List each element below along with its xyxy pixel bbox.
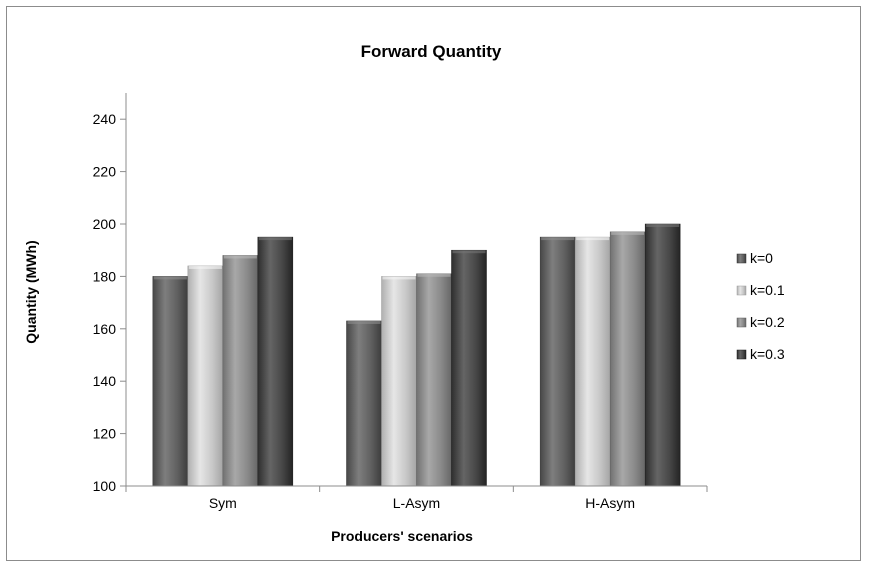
- bar-top-highlight: [646, 224, 680, 227]
- legend-swatch: [736, 317, 747, 328]
- y-tick-label: 160: [93, 321, 117, 337]
- bar-k-0-3-l-asym: [451, 249, 487, 487]
- bar-top-highlight: [452, 250, 486, 254]
- bar-top-highlight: [153, 276, 187, 280]
- legend-swatch: [736, 253, 747, 264]
- bar-top-highlight: [382, 276, 416, 280]
- bar-k-0-1-l-asym: [381, 276, 417, 487]
- bar-k-0-1-sym: [187, 265, 224, 487]
- bar-k-0-3-sym: [257, 236, 294, 487]
- bar-top-highlight: [223, 255, 257, 259]
- y-tick-label: 180: [93, 268, 117, 284]
- y-axis-title: Quantity (MWh): [23, 240, 39, 343]
- legend: k=0 k=0.1 k=0.2 k=0.3: [736, 250, 785, 362]
- legend-label: k=0.1: [750, 282, 785, 298]
- y-tick-label: 120: [93, 426, 117, 442]
- plot-area: [152, 223, 681, 487]
- bar-top-highlight: [541, 237, 575, 241]
- bar-k-0-l-asym: [346, 320, 382, 487]
- legend-label: k=0.3: [750, 346, 785, 362]
- y-tick-label: 200: [93, 216, 117, 232]
- bar-top-highlight: [417, 273, 451, 277]
- x-tick-label: L-Asym: [393, 495, 440, 511]
- bar-k-0-1-h-asym: [574, 236, 611, 487]
- axes: 100 120 140 160 180 200 220 240 Sym L-Asym H-Asym: [93, 93, 708, 511]
- legend-label: k=0: [750, 250, 773, 266]
- x-tick-label: Sym: [209, 495, 237, 511]
- bar-top-highlight: [188, 265, 222, 269]
- bar-top-highlight: [576, 237, 610, 241]
- bar-k-0-2-h-asym: [609, 231, 646, 487]
- bar-k-0-sym: [152, 276, 189, 487]
- y-tick-label: 220: [93, 164, 117, 180]
- legend-swatch: [736, 285, 747, 296]
- chart-title: Forward Quantity: [361, 42, 502, 61]
- bar-k-0-h-asym: [539, 236, 576, 487]
- x-axis-title: Producers' scenarios: [331, 528, 473, 544]
- chart-frame: Forward Quantity 100 120 140 160 180 200 220 24…: [6, 6, 861, 561]
- bar-k-0-2-l-asym: [416, 273, 452, 487]
- y-tick-label: 100: [93, 478, 117, 494]
- bar-top-highlight: [347, 320, 381, 324]
- bar-k-0-2-sym: [222, 255, 259, 487]
- chart-svg: Forward Quantity 100 120 140 160 180 200 220 24…: [23, 42, 785, 544]
- legend-swatch: [736, 349, 747, 360]
- bar-top-highlight: [611, 231, 645, 235]
- legend-label: k=0.2: [750, 314, 785, 330]
- bar-k-0-3-h-asym: [644, 223, 681, 487]
- x-tick-label: H-Asym: [585, 495, 635, 511]
- y-tick-label: 240: [93, 111, 117, 127]
- y-tick-label: 140: [93, 373, 117, 389]
- bar-top-highlight: [258, 237, 292, 241]
